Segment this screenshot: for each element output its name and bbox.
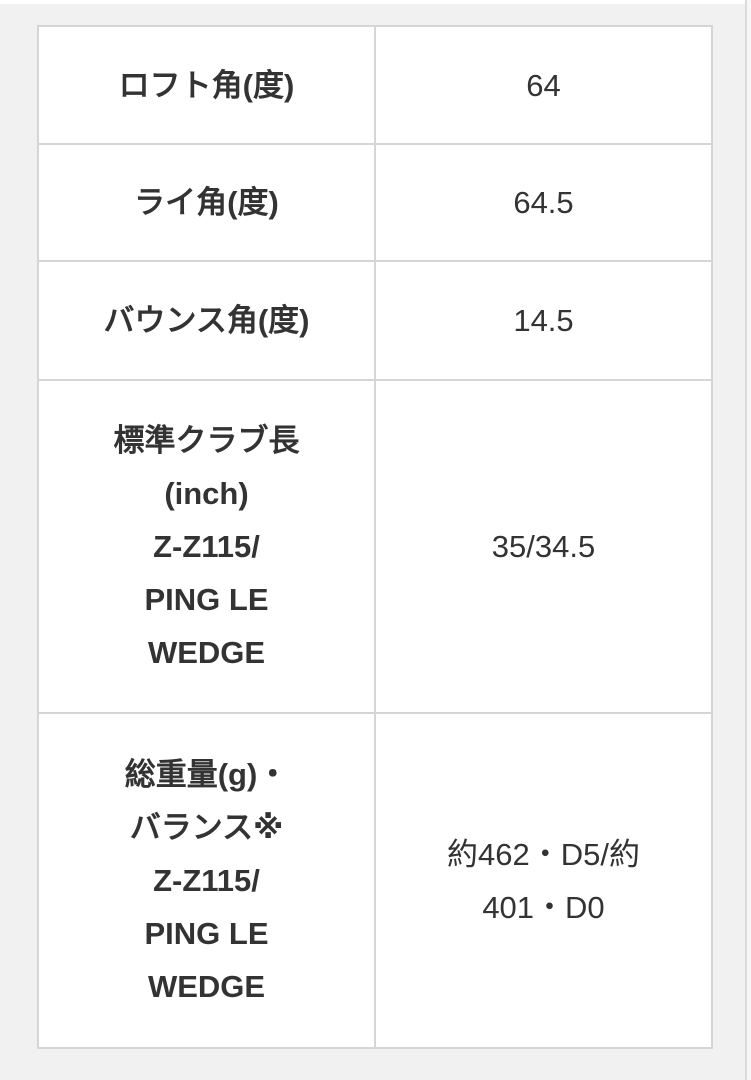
spec-label-bounce-angle: バウンス角(度)	[37, 260, 376, 381]
spec-value-bounce-angle: 14.5	[374, 260, 713, 381]
spec-label-total-weight-balance: 総重量(g)・ バランス※ Z-Z115/ PING LE WEDGE	[37, 712, 376, 1049]
vertical-scrollbar[interactable]	[745, 0, 751, 1080]
top-strip	[0, 0, 751, 4]
spec-row-loft-angle: ロフト角(度) 64	[37, 25, 713, 145]
spec-label-club-length: 標準クラブ長 (inch) Z-Z115/ PING LE WEDGE	[37, 379, 376, 714]
spec-label-lie-angle: ライ角(度)	[37, 143, 376, 262]
spec-row-total-weight-balance: 総重量(g)・ バランス※ Z-Z115/ PING LE WEDGE 約462…	[37, 712, 713, 1049]
spec-label-loft-angle: ロフト角(度)	[37, 25, 376, 145]
spec-value-lie-angle: 64.5	[374, 143, 713, 262]
spec-row-bounce-angle: バウンス角(度) 14.5	[37, 260, 713, 381]
spec-table: ロフト角(度) 64 ライ角(度) 64.5 バウンス角(度) 14.5 標準ク…	[37, 25, 713, 1049]
spec-row-club-length: 標準クラブ長 (inch) Z-Z115/ PING LE WEDGE 35/3…	[37, 379, 713, 714]
spec-value-club-length: 35/34.5	[374, 379, 713, 714]
spec-value-total-weight-balance: 約462・D5/約 401・D0	[374, 712, 713, 1049]
spec-value-loft-angle: 64	[374, 25, 713, 145]
spec-row-lie-angle: ライ角(度) 64.5	[37, 143, 713, 262]
spec-table-body: ロフト角(度) 64 ライ角(度) 64.5 バウンス角(度) 14.5 標準ク…	[37, 25, 713, 1049]
